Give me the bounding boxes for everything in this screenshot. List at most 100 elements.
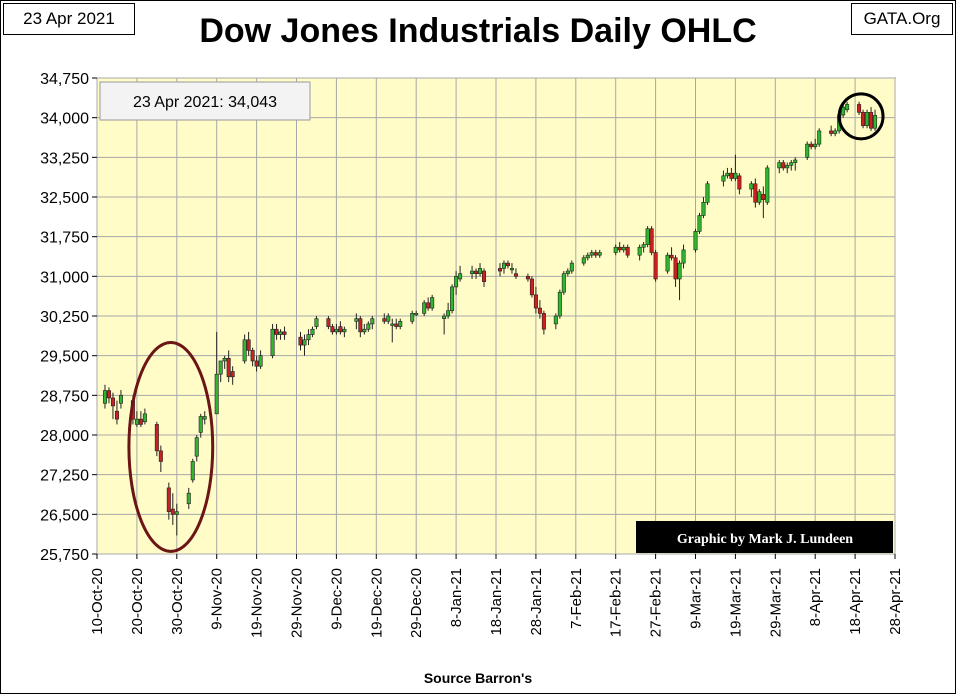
candle-down [537,300,542,319]
candle-up [202,411,207,425]
candle-body [525,276,530,280]
candle-body [398,320,403,327]
x-tick-label: 9-Mar-21 [688,568,705,629]
candle-body [274,328,279,335]
candle-up [222,355,227,369]
candle-down [326,316,331,330]
candle-up [370,316,375,330]
candle-body [430,297,435,309]
candle-body [585,254,590,259]
candle-body [214,373,219,415]
candle-up [470,265,475,279]
candle-up [102,384,107,409]
candle-body [785,164,790,169]
candle-body [386,315,391,322]
candle-down [869,107,874,131]
candle-up [749,181,754,197]
candle-up [214,331,219,415]
x-tick-label: 19-Nov-20 [249,568,266,638]
candle-up [258,350,263,369]
candle-body [474,270,479,274]
candle-up [454,271,459,295]
candle-body [621,246,626,251]
candle-body [230,371,235,378]
candle-body [873,115,878,129]
candle-body [326,318,331,327]
candle-up [777,159,782,174]
candle-body [218,360,223,375]
candle-up [637,244,642,261]
y-tick-label: 28,000 [40,428,89,445]
candle-body [190,461,195,481]
candle-down [338,321,343,335]
candle-up [581,255,586,266]
candle-body [422,302,427,314]
candle-body [813,143,818,148]
candle-up [310,326,315,338]
candle-body [793,159,798,163]
candle-body [258,355,263,367]
y-tick-label: 31,000 [40,269,89,286]
candle-down [625,244,630,258]
candle-body [537,307,542,314]
candle-up [334,323,339,335]
candle-up [354,313,359,330]
candle-body [637,246,642,256]
candle-body [845,104,850,111]
candle-body [681,249,686,264]
candle-up [414,310,419,316]
candle-up [509,263,514,274]
candle-body [777,162,782,169]
y-tick-label: 30,250 [40,309,89,326]
candle-body [482,270,487,282]
candles [102,101,878,536]
candle-body [138,418,143,425]
candle-body [617,246,622,251]
candle-up [865,109,870,129]
candle-up [450,284,455,314]
chart-title: Dow Jones Industrials Daily OHLC [199,12,757,50]
candle-body [529,278,534,296]
candle-down [861,109,866,129]
candle-up [677,260,682,301]
candle-body [513,273,518,277]
candle-body [362,328,367,333]
candle-up [641,241,646,253]
candle-down [226,350,231,383]
candle-body [222,358,227,362]
candle-down [649,226,654,256]
candle-up [845,101,850,113]
candle-up [597,249,602,258]
candle-up [569,260,574,274]
x-tick-label: 30-Oct-20 [169,568,186,635]
x-axis: 10-Oct-20 20-Oct-20 30-Oct-20 9-Nov-20 19-No… [89,554,904,638]
highlight-circles [127,92,885,553]
candle-up [557,289,562,319]
candle-body [170,508,175,515]
candle-up [446,302,451,319]
candle-down [230,366,235,385]
candle-up [118,390,123,409]
candle-down [274,323,279,340]
candle-down [653,249,658,282]
candle-up [442,313,447,335]
latest-value-box [99,81,311,121]
candle-down [753,178,758,208]
candle-up [270,323,275,359]
candle-down [497,263,502,277]
candle-body [665,254,670,272]
y-axis: 25,750 26,500 27,250 28,000 28,750 29,500 30,2… [40,71,97,564]
candle-up [186,487,191,510]
candle-body [442,315,447,319]
candle-down [529,276,534,298]
candle-body [789,162,794,166]
candle-down [158,445,163,473]
candle-body [194,437,199,457]
x-tick-label: 20-Oct-20 [129,568,146,635]
candle-body [198,416,203,433]
candle-down [330,323,335,335]
candle-body [118,395,123,404]
candle-body [254,360,259,367]
candle-body [154,424,159,452]
